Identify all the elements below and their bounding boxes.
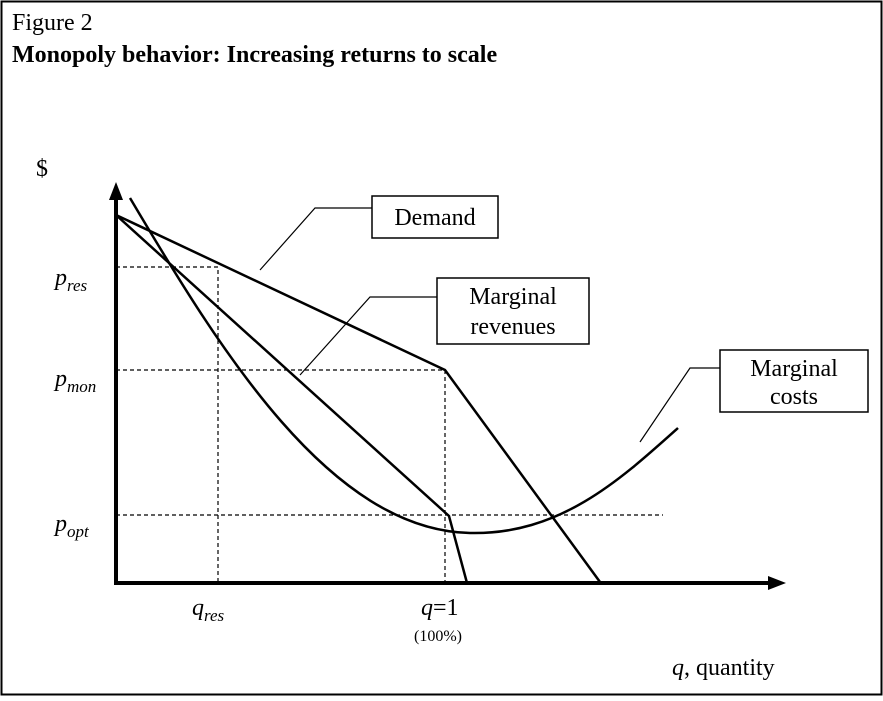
quantity-label: q=1 [421,595,459,621]
title: Monopoly behavior: Increasing returns to… [12,42,497,68]
curve-label: costs [770,384,818,410]
quantity-note: (100%) [414,628,462,645]
price-label-sub: opt [67,522,90,541]
price-label: pres [53,265,88,295]
marginal-cost-curve [128,197,679,535]
price-label: popt [53,511,90,541]
x-axis-label-text: , quantity [684,655,775,681]
x-axis-label-var: q [672,655,684,681]
quantity-label: qres [192,595,225,625]
price-label-base: p [53,265,67,291]
quantity-label-base: q [421,595,433,621]
price-label-base: p [53,511,67,537]
y-axis-label: $ [36,156,48,182]
price-label-sub: res [67,276,88,295]
curve-label: revenues [470,314,555,340]
curve-label: Demand [394,205,475,231]
label-box [371,195,499,239]
curve-label: Marginal [469,284,557,310]
leader-line [639,367,720,443]
label-box [436,277,590,345]
price-label-base: p [53,366,67,392]
guide-line [116,266,219,583]
label-box [719,349,869,413]
leader-line [299,296,437,376]
marginal-revenue-curve [115,214,469,584]
price-label: pmon [53,366,96,396]
leader-line [259,207,372,271]
quantity-label-rest: =1 [433,595,459,621]
demand-curve [115,213,602,583]
quantity-label-base: q [192,595,204,621]
price-label-sub: mon [67,377,96,396]
quantity-label-sub: res [204,606,225,625]
curve-label: Marginal [750,356,838,382]
y-axis-arrow [109,182,123,200]
x-axis-label: q, quantity [672,655,775,681]
x-axis-arrow [768,576,786,590]
figure-label: Figure 2 [12,10,93,36]
